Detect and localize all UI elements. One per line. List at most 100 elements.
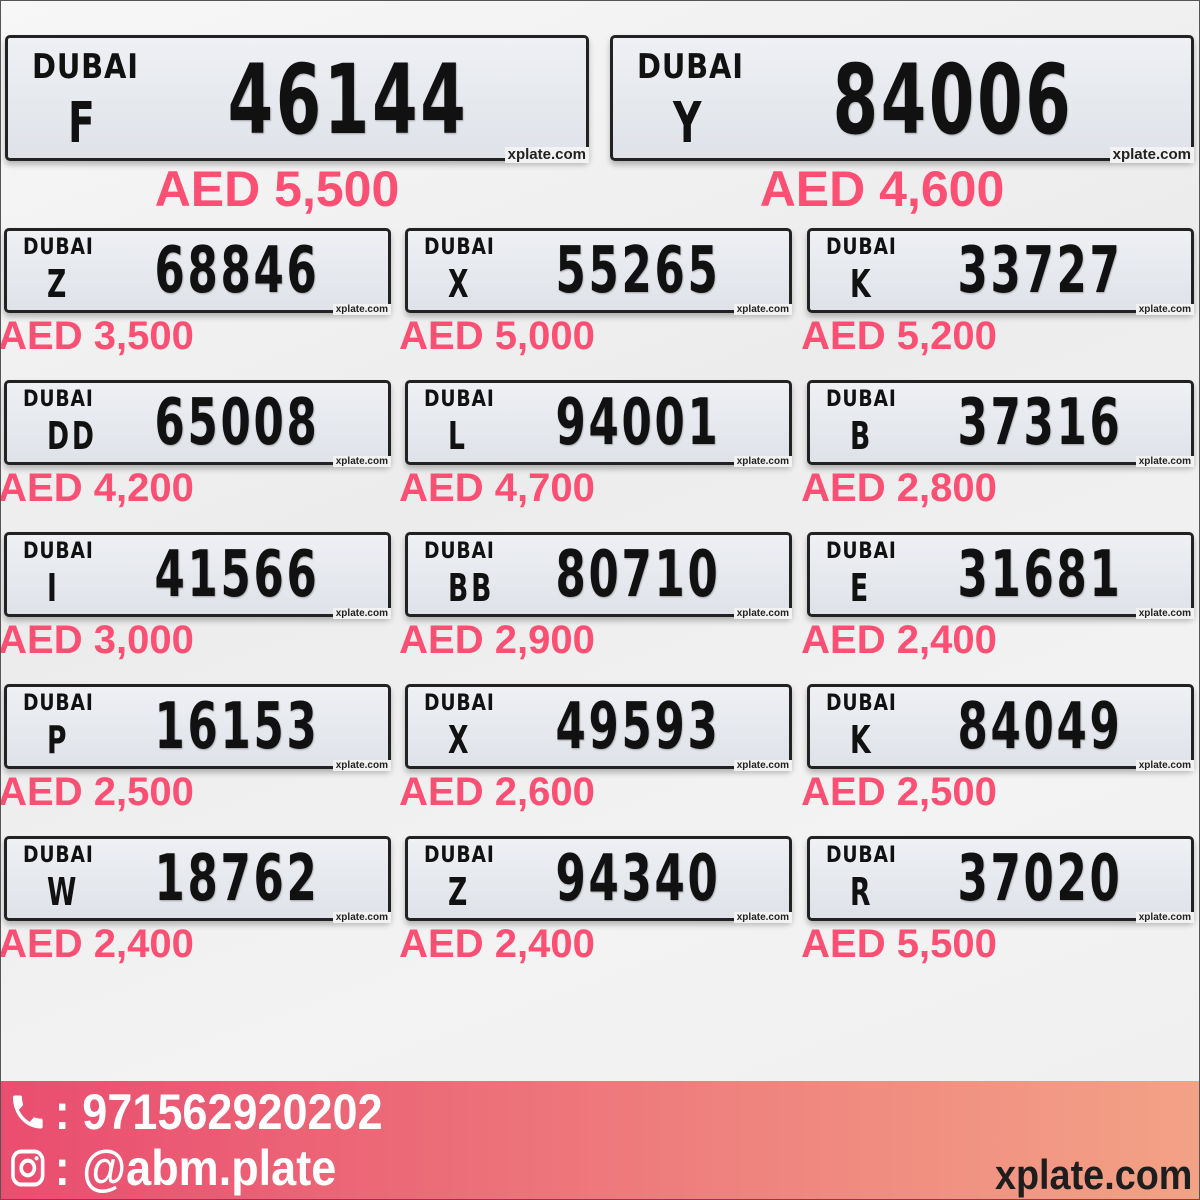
plate-code: Z — [47, 262, 70, 306]
license-plate[interactable]: DUBAI K 33727 xplate.com — [807, 228, 1194, 315]
license-plate[interactable]: DUBAI R 37020 xplate.com — [807, 836, 1194, 923]
plate-price: AED 4,200 — [0, 466, 194, 510]
plate-emirate-label: DUBAI — [23, 539, 94, 564]
license-plate[interactable]: DUBAI K 84049 xplate.com — [807, 684, 1194, 771]
plate-emirate-label: DUBAI — [826, 235, 897, 260]
plate-number: 37020 — [957, 842, 1123, 916]
plate-code: L — [448, 414, 468, 458]
instagram-icon — [11, 1149, 45, 1187]
plate-emirate-label: DUBAI — [826, 843, 897, 868]
plate-price: AED 2,400 — [399, 922, 595, 966]
plate-watermark: xplate.com — [332, 760, 391, 771]
instagram-handle: : @abm.plate — [54, 1140, 337, 1196]
license-plate[interactable]: DUBAI P 16153 xplate.com — [4, 684, 391, 771]
plate-emirate-label: DUBAI — [23, 843, 94, 868]
plate-watermark: xplate.com — [1135, 304, 1194, 315]
plate-watermark: xplate.com — [733, 304, 792, 315]
license-plate[interactable]: DUBAI X 49593 xplate.com — [405, 684, 792, 771]
plate-code: F — [68, 91, 98, 156]
plate-number: 41566 — [154, 538, 320, 612]
plate-watermark: xplate.com — [733, 912, 792, 923]
plate-price: AED 3,000 — [0, 618, 194, 662]
plate-watermark: xplate.com — [733, 760, 792, 771]
plate-watermark: xplate.com — [1135, 608, 1194, 619]
plate-number: 33727 — [957, 234, 1123, 308]
plate-watermark: xplate.com — [1135, 912, 1194, 923]
plate-watermark: xplate.com — [1135, 760, 1194, 771]
plate-code: E — [850, 566, 871, 610]
plate-code: R — [850, 870, 874, 914]
license-plate[interactable]: DUBAI E 31681 xplate.com — [807, 532, 1194, 619]
plate-code: Y — [673, 91, 705, 156]
plate-emirate-label: DUBAI — [32, 47, 139, 87]
plate-number: 49593 — [555, 690, 721, 764]
plate-code: BB — [448, 566, 495, 610]
plate-emirate-label: DUBAI — [23, 235, 94, 260]
plate-price: AED 2,400 — [0, 922, 194, 966]
plate-number: 80710 — [555, 538, 721, 612]
plate-price: AED 2,400 — [801, 618, 997, 662]
license-plate[interactable]: DUBAI BB 80710 xplate.com — [405, 532, 792, 619]
plate-emirate-label: DUBAI — [23, 387, 94, 412]
plate-code: P — [47, 718, 70, 762]
footer-bar: : 971562920202 : @abm.plate xplate.com — [0, 1081, 1200, 1200]
plate-price: AED 5,500 — [801, 922, 997, 966]
plate-watermark: xplate.com — [733, 456, 792, 467]
plate-number: 46144 — [227, 44, 469, 156]
license-plate[interactable]: DUBAI W 18762 xplate.com — [4, 836, 391, 923]
license-plate[interactable]: DUBAI Z 94340 xplate.com — [405, 836, 792, 923]
plate-watermark: xplate.com — [504, 146, 589, 163]
plate-number: 31681 — [957, 538, 1123, 612]
plate-emirate-label: DUBAI — [637, 47, 744, 87]
license-plate[interactable]: DUBAI L 94001 xplate.com — [405, 380, 792, 467]
plate-number: 94340 — [555, 842, 721, 916]
site-watermark: xplate.com — [994, 1151, 1192, 1198]
plate-number: 84049 — [957, 690, 1123, 764]
license-plate[interactable]: DUBAI X 55265 xplate.com — [405, 228, 792, 315]
plate-number: 16153 — [154, 690, 320, 764]
plate-number: 65008 — [154, 386, 320, 460]
plate-emirate-label: DUBAI — [826, 387, 897, 412]
plate-price: AED 2,900 — [399, 618, 595, 662]
license-plate[interactable]: DUBAI I 41566 xplate.com — [4, 532, 391, 619]
plate-code: I — [47, 566, 60, 610]
plate-code: K — [850, 718, 874, 762]
plate-price: AED 2,500 — [801, 770, 997, 814]
plate-code: DD — [47, 414, 97, 458]
plate-code: K — [850, 262, 874, 306]
phone-number: : 971562920202 — [54, 1084, 383, 1140]
plate-price: AED 2,800 — [801, 466, 997, 510]
license-plate[interactable]: DUBAI DD 65008 xplate.com — [4, 380, 391, 467]
plate-watermark: xplate.com — [332, 304, 391, 315]
phone-icon — [12, 1095, 43, 1129]
plate-number: 68846 — [154, 234, 320, 308]
plate-number: 37316 — [957, 386, 1123, 460]
plate-emirate-label: DUBAI — [826, 691, 897, 716]
plate-code: X — [448, 718, 472, 762]
plate-watermark: xplate.com — [332, 456, 391, 467]
plate-emirate-label: DUBAI — [424, 843, 495, 868]
license-plate[interactable]: DUBAI Z 68846 xplate.com — [4, 228, 391, 315]
plate-code: X — [448, 262, 472, 306]
plate-watermark: xplate.com — [332, 912, 391, 923]
plate-watermark: xplate.com — [733, 608, 792, 619]
plate-price: AED 2,500 — [0, 770, 194, 814]
plate-number: 94001 — [555, 386, 721, 460]
plate-emirate-label: DUBAI — [23, 691, 94, 716]
plate-price: AED 5,000 — [399, 314, 595, 358]
plate-price: AED 4,600 — [759, 161, 1005, 217]
plate-emirate-label: DUBAI — [424, 691, 495, 716]
license-plate[interactable]: DUBAI F 46144 xplate.com — [5, 35, 589, 163]
plate-price: AED 4,700 — [399, 466, 595, 510]
license-plate[interactable]: DUBAI Y 84006 xplate.com — [610, 35, 1194, 163]
instagram-contact[interactable]: : @abm.plate — [8, 1143, 336, 1193]
plate-number: 55265 — [555, 234, 721, 308]
plate-emirate-label: DUBAI — [424, 539, 495, 564]
license-plate[interactable]: DUBAI B 37316 xplate.com — [807, 380, 1194, 467]
plate-watermark: xplate.com — [1109, 146, 1194, 163]
plate-emirate-label: DUBAI — [826, 539, 897, 564]
plate-price: AED 2,600 — [399, 770, 595, 814]
phone-contact[interactable]: : 971562920202 — [8, 1087, 383, 1137]
plate-number: 18762 — [154, 842, 320, 916]
plate-emirate-label: DUBAI — [424, 235, 495, 260]
